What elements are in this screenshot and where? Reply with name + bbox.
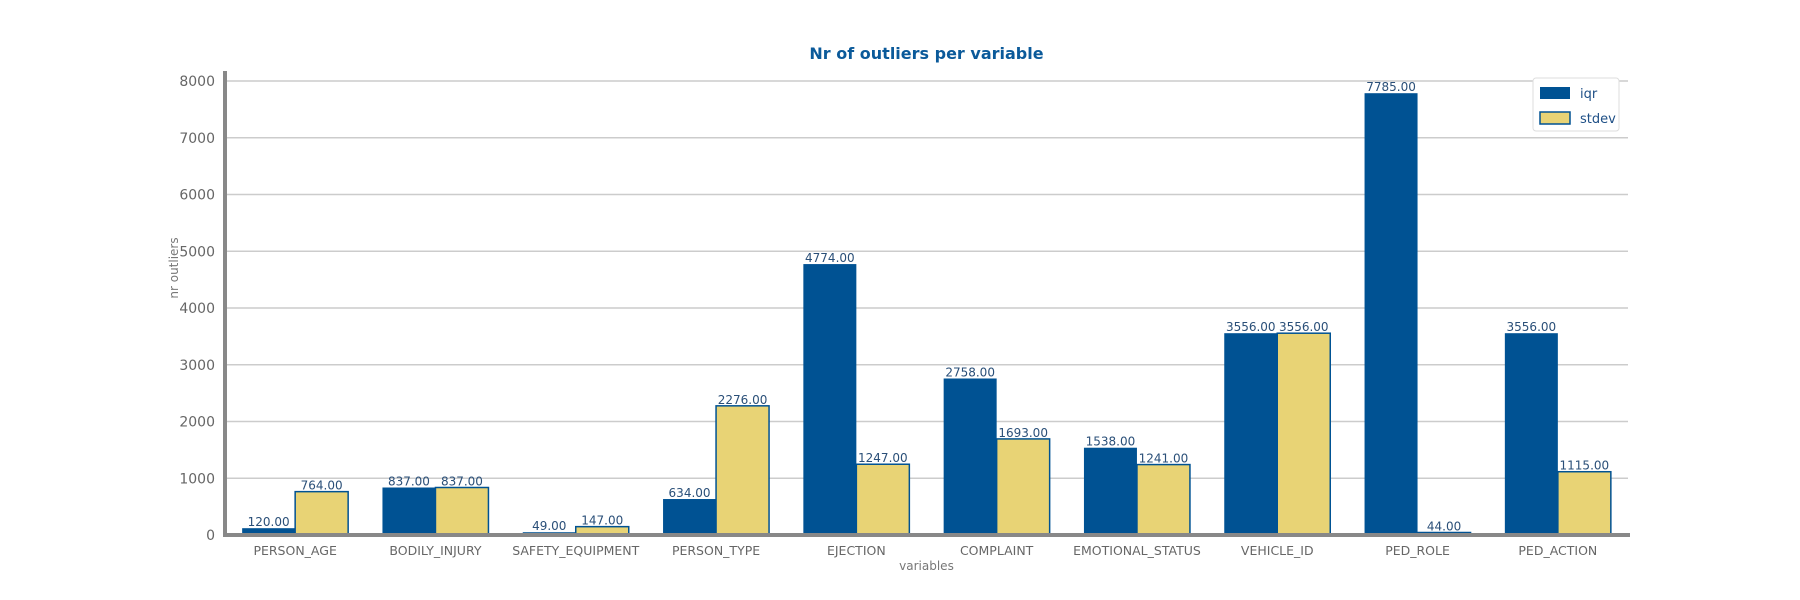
legend-label-iqr: iqr bbox=[1580, 87, 1598, 102]
legend: iqr stdev bbox=[1532, 77, 1620, 132]
y-tick-label: 0 bbox=[206, 528, 215, 544]
data-label-iqr: 49.00 bbox=[532, 519, 566, 533]
data-label-stdev: 44.00 bbox=[1427, 520, 1461, 534]
bar-stdev-ped_action bbox=[1557, 470, 1612, 536]
data-label-stdev: 3556.00 bbox=[1279, 320, 1329, 334]
y-tick-label: 7000 bbox=[179, 131, 215, 147]
bar-iqr-person_age bbox=[242, 528, 296, 535]
x-tick-label: PERSON_TYPE bbox=[672, 543, 760, 558]
y-tick-label: 4000 bbox=[179, 301, 215, 317]
data-label-iqr: 837.00 bbox=[388, 475, 430, 489]
x-tick-label: PERSON_AGE bbox=[253, 543, 337, 558]
bar-stdev-complaint bbox=[995, 438, 1051, 536]
bar-iqr-person_type bbox=[663, 499, 717, 535]
x-tick-label: EJECTION bbox=[827, 543, 886, 558]
legend-swatch-iqr bbox=[1540, 87, 1570, 99]
tick-labels: 0 1000 2000 3000 4000 5000 6000 7000 8000 PERSON_… bbox=[179, 74, 1597, 558]
bars bbox=[242, 93, 1612, 536]
bar-stdev-ejection bbox=[855, 463, 911, 536]
bar-stdev-vehicle_id bbox=[1276, 332, 1331, 536]
data-label-stdev: 1241.00 bbox=[1139, 452, 1189, 466]
data-label-iqr: 4774.00 bbox=[805, 251, 855, 265]
x-tick-label: PED_ROLE bbox=[1385, 543, 1450, 558]
y-tick-label: 1000 bbox=[179, 471, 215, 487]
bar-iqr-emotional_status bbox=[1083, 447, 1137, 535]
legend-label-stdev: stdev bbox=[1580, 112, 1616, 127]
x-tick-label: SAFETY_EQUIPMENT bbox=[512, 543, 639, 558]
data-labels: 120.00 764.00 837.00 837.00 49.00 147.00 634.0… bbox=[248, 80, 1610, 533]
bar-stdev-emotional_status bbox=[1136, 463, 1191, 536]
gridlines bbox=[225, 80, 1628, 479]
axes bbox=[223, 71, 1630, 537]
data-label-iqr: 634.00 bbox=[669, 486, 711, 500]
x-tick-label: PED_ACTION bbox=[1518, 543, 1597, 558]
chart-title: Nr of outliers per variable bbox=[809, 44, 1043, 63]
bar-iqr-ped_action bbox=[1504, 333, 1558, 535]
bar-iqr-complaint bbox=[943, 378, 997, 535]
data-label-stdev: 147.00 bbox=[581, 514, 623, 528]
data-label-iqr: 1538.00 bbox=[1086, 435, 1136, 449]
data-label-stdev: 1247.00 bbox=[858, 451, 908, 465]
data-label-iqr: 120.00 bbox=[248, 515, 290, 529]
x-tick-label: VEHICLE_ID bbox=[1241, 543, 1314, 558]
x-tick-label: EMOTIONAL_STATUS bbox=[1073, 543, 1201, 558]
bar-iqr-bodily_injury bbox=[382, 487, 436, 535]
bar-stdev-person_type bbox=[715, 405, 770, 536]
data-label-stdev: 1693.00 bbox=[998, 426, 1048, 440]
y-tick-label: 3000 bbox=[179, 358, 215, 374]
y-tick-label: 2000 bbox=[179, 415, 215, 431]
y-tick-label: 8000 bbox=[179, 74, 215, 90]
data-label-stdev: 1115.00 bbox=[1560, 459, 1610, 473]
bar-iqr-ped_role bbox=[1364, 93, 1418, 536]
x-tick-label: COMPLAINT bbox=[960, 543, 1034, 558]
x-axis-label: variables bbox=[899, 559, 954, 573]
y-tick-label: 6000 bbox=[179, 188, 215, 204]
bar-stdev-bodily_injury bbox=[434, 486, 490, 536]
data-label-iqr: 2758.00 bbox=[945, 365, 995, 379]
data-label-iqr: 3556.00 bbox=[1507, 320, 1557, 334]
bar-iqr-vehicle_id bbox=[1224, 333, 1278, 535]
y-axis-label: nr outliers bbox=[167, 237, 181, 298]
y-tick-label: 5000 bbox=[179, 244, 215, 260]
data-label-stdev: 837.00 bbox=[441, 475, 483, 489]
bar-stdev-person_age bbox=[294, 490, 349, 536]
data-label-stdev: 764.00 bbox=[301, 479, 343, 493]
x-tick-label: BODILY_INJURY bbox=[389, 543, 481, 558]
data-label-iqr: 3556.00 bbox=[1226, 320, 1276, 334]
data-label-iqr: 7785.00 bbox=[1366, 80, 1416, 94]
data-label-stdev: 2276.00 bbox=[718, 393, 768, 407]
legend-swatch-stdev bbox=[1539, 111, 1571, 125]
bar-iqr-ejection bbox=[803, 264, 857, 535]
